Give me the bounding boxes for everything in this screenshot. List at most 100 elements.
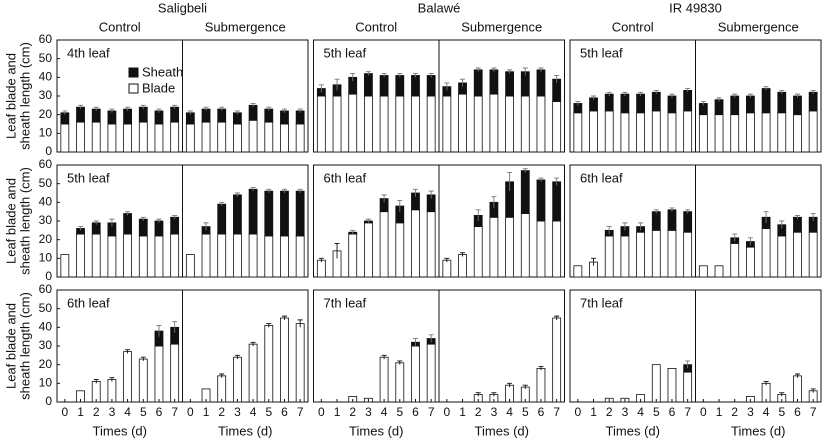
blade-bar [520, 213, 530, 278]
blade-bar [793, 231, 802, 278]
y-tick-label: 60 [39, 157, 53, 171]
sheath-bar [364, 73, 373, 97]
error-bar [365, 218, 371, 223]
error-bar [109, 377, 115, 382]
error-bar [685, 360, 691, 369]
blade-bar [91, 233, 101, 278]
error-bar [428, 190, 434, 199]
blade-bar [604, 110, 614, 153]
error-bar [219, 201, 225, 207]
sheath-bar [280, 110, 289, 125]
error-bar [334, 78, 340, 91]
sheath-bar [761, 88, 771, 114]
error-bar [763, 381, 769, 386]
blade-bar [651, 229, 661, 278]
error-bar [62, 110, 68, 115]
error-bar [810, 213, 816, 221]
error-bar [779, 392, 785, 397]
blade-bar [280, 123, 289, 153]
error-bar [172, 321, 178, 333]
error-bar [622, 222, 628, 231]
blade-bar [552, 220, 562, 278]
y-tick-label: 40 [39, 70, 53, 84]
sheath-bar [473, 69, 483, 97]
x-tick-label: 6 [538, 405, 545, 419]
error-bar [794, 93, 800, 98]
sheath-bar [379, 75, 389, 97]
blade-bar [777, 235, 787, 278]
x-tick-label: 6 [669, 405, 676, 419]
y-tick-label: 40 [39, 320, 53, 334]
error-bar [297, 319, 303, 328]
y-axis-label: Leaf blade and [3, 53, 18, 139]
blade-bar [426, 343, 436, 403]
error-bar [156, 108, 162, 113]
x-tick-label: 6 [794, 405, 801, 419]
error-bar [93, 106, 99, 111]
blade-bar [573, 112, 583, 153]
error-bar [350, 229, 356, 235]
x-tick-label: 2 [218, 405, 225, 419]
blade-bar [170, 233, 180, 278]
error-bar [334, 242, 340, 259]
error-bar [381, 354, 387, 360]
error-bar [444, 82, 450, 91]
error-bar [219, 106, 225, 111]
blade-bar [552, 101, 562, 153]
blade-bar [714, 114, 724, 153]
blade-bar [426, 211, 436, 278]
blade-bar [458, 254, 467, 278]
error-bar [234, 354, 240, 360]
error-bar [669, 93, 675, 98]
blade-bar [264, 235, 274, 278]
blade-bar [667, 229, 677, 278]
blade-bar [91, 121, 101, 153]
sheath-bar [91, 108, 101, 123]
sheath-bar [248, 188, 258, 235]
blade-bar [138, 235, 148, 278]
error-bar [297, 108, 303, 113]
x-axis-label: Times (d) [218, 423, 272, 438]
y-tick-label: 20 [39, 232, 53, 246]
blade-bar [348, 233, 358, 278]
y-tick-label: 10 [39, 376, 53, 390]
blade-bar [573, 265, 583, 278]
y-axis-label: sheath length (cm) [17, 42, 32, 150]
error-bar [318, 84, 324, 93]
error-bar [397, 73, 403, 78]
blade-bar [793, 375, 802, 403]
blade-bar [730, 242, 740, 278]
x-tick-label: 7 [171, 405, 178, 419]
blade-bar [442, 95, 452, 153]
sheath-bar [395, 75, 405, 97]
blade-bar [379, 211, 389, 278]
y-tick-label: 20 [39, 357, 53, 371]
x-tick-label: 5 [396, 405, 403, 419]
y-tick-label: 30 [39, 338, 53, 352]
error-bar [554, 177, 560, 186]
blade-bar [395, 222, 405, 278]
sheath-bar [170, 106, 180, 123]
x-tick-label: 3 [234, 405, 241, 419]
blade-bar [170, 343, 180, 403]
blade-bar [295, 123, 305, 153]
sheath-bar [248, 104, 258, 121]
error-bar [281, 108, 287, 113]
x-tick-label: 0 [62, 405, 69, 419]
blade-bar [473, 95, 483, 153]
sheath-bar [536, 69, 546, 97]
error-bar [732, 93, 738, 98]
blade-bar [411, 95, 420, 153]
blade-bar [667, 367, 677, 403]
blade-bar [746, 112, 755, 153]
y-axis-label: Leaf blade and [3, 178, 18, 264]
error-bar [475, 392, 481, 397]
blade-bar [651, 364, 661, 403]
error-bar [444, 257, 450, 263]
y-axis-label: Leaf blade and [3, 303, 18, 389]
blade-bar [248, 343, 258, 403]
error-bar [187, 110, 193, 115]
sheath-bar [505, 71, 514, 97]
error-bar [412, 73, 418, 78]
